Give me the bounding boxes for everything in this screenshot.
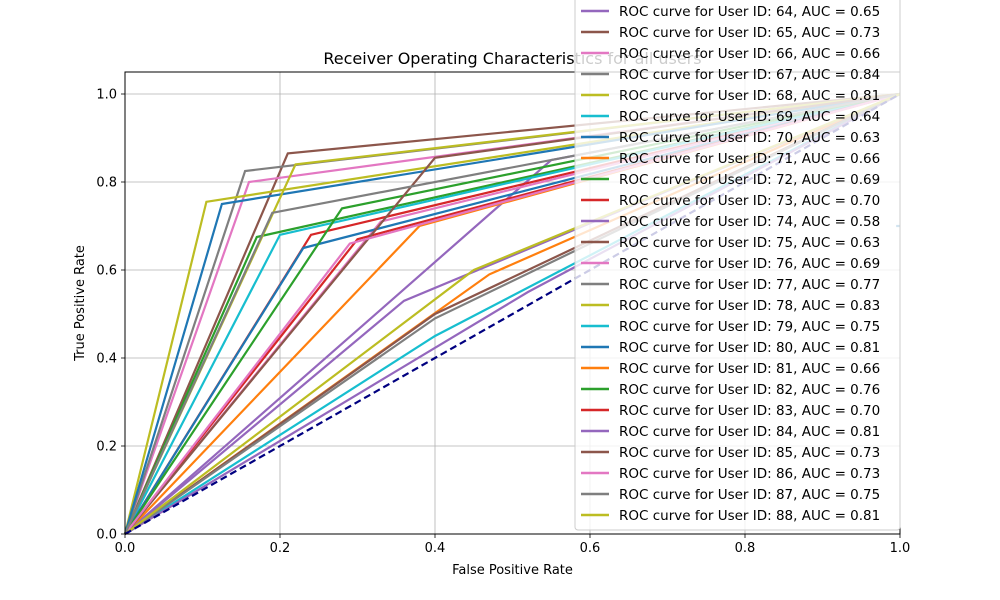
legend-label: ROC curve for User ID: 78, AUC = 0.83 [619,298,880,314]
legend-label: ROC curve for User ID: 75, AUC = 0.63 [619,235,880,251]
legend-label: ROC curve for User ID: 88, AUC = 0.81 [619,508,880,524]
legend-label: ROC curve for User ID: 67, AUC = 0.84 [619,67,880,83]
legend-entry: ROC curve for User ID: 75, AUC = 0.63 [581,235,880,251]
legend-entry: ROC curve for User ID: 65, AUC = 0.73 [581,25,880,41]
legend-entry: ROC curve for User ID: 81, AUC = 0.66 [581,361,880,377]
legend-label: ROC curve for User ID: 65, AUC = 0.73 [619,25,880,41]
legend-label: ROC curve for User ID: 69, AUC = 0.64 [619,109,880,125]
y-tick-label: 0.8 [96,176,117,191]
legend-label: ROC curve for User ID: 87, AUC = 0.75 [619,487,880,503]
legend-entry: ROC curve for User ID: 76, AUC = 0.69 [581,256,880,272]
legend-entry: ROC curve for User ID: 79, AUC = 0.75 [581,319,880,335]
legend-entry: ROC curve for User ID: 88, AUC = 0.81 [581,508,880,524]
legend-label: ROC curve for User ID: 81, AUC = 0.66 [619,361,880,377]
legend-label: ROC curve for User ID: 70, AUC = 0.63 [619,130,880,146]
legend-entry: ROC curve for User ID: 77, AUC = 0.77 [581,277,880,293]
legend-label: ROC curve for User ID: 84, AUC = 0.81 [619,424,880,440]
legend-label: ROC curve for User ID: 76, AUC = 0.69 [619,256,880,272]
legend-box [574,0,901,531]
legend-label: ROC curve for User ID: 72, AUC = 0.69 [619,172,880,188]
legend-entry: ROC curve for User ID: 69, AUC = 0.64 [581,109,880,125]
legend-label: ROC curve for User ID: 80, AUC = 0.81 [619,340,880,356]
legend-label: ROC curve for User ID: 83, AUC = 0.70 [619,403,880,419]
x-tick-label: 0.2 [270,541,291,556]
legend-entry: ROC curve for User ID: 85, AUC = 0.73 [581,445,880,461]
legend-entry: ROC curve for User ID: 84, AUC = 0.81 [581,424,880,440]
x-tick-label: 0.0 [115,541,136,556]
legend-entry: ROC curve for User ID: 64, AUC = 0.65 [581,4,880,20]
y-axis-ticks: 0.0 0.2 0.4 0.6 0.8 1.0 [96,88,125,543]
legend-label: ROC curve for User ID: 71, AUC = 0.66 [619,151,880,167]
legend-label: ROC curve for User ID: 73, AUC = 0.70 [619,193,880,209]
legend-entry: ROC curve for User ID: 70, AUC = 0.63 [581,130,880,146]
legend-entry: ROC curve for User ID: 80, AUC = 0.81 [581,340,880,356]
legend-label: ROC curve for User ID: 74, AUC = 0.58 [619,214,880,230]
x-tick-label: 0.8 [735,541,756,556]
legend-entry: ROC curve for User ID: 73, AUC = 0.70 [581,193,880,209]
legend-entry: ROC curve for User ID: 66, AUC = 0.66 [581,46,880,62]
legend-entry: ROC curve for User ID: 78, AUC = 0.83 [581,298,880,314]
legend-label: ROC curve for User ID: 77, AUC = 0.77 [619,277,880,293]
legend-entry: ROC curve for User ID: 86, AUC = 0.73 [581,466,880,482]
x-axis-label: False Positive Rate [452,563,573,578]
legend-entry: ROC curve for User ID: 87, AUC = 0.75 [581,487,880,503]
legend-label: ROC curve for User ID: 85, AUC = 0.73 [619,445,880,461]
y-tick-label: 0.0 [96,528,117,543]
legend-entry: ROC curve for User ID: 83, AUC = 0.70 [581,403,880,419]
legend-entry: ROC curve for User ID: 82, AUC = 0.76 [581,382,880,398]
x-tick-label: 0.6 [580,541,601,556]
y-tick-label: 0.2 [96,440,117,455]
x-tick-label: 0.4 [425,541,446,556]
legend: ROC curve for User ID: 64, AUC = 0.65 ROC… [574,0,901,531]
legend-label: ROC curve for User ID: 86, AUC = 0.73 [619,466,880,482]
x-tick-label: 1.0 [890,541,911,556]
legend-label: ROC curve for User ID: 66, AUC = 0.66 [619,46,880,62]
y-tick-label: 0.4 [96,352,117,367]
y-tick-label: 1.0 [96,88,117,103]
y-axis-label: True Positive Rate [73,245,88,362]
y-tick-label: 0.6 [96,264,117,279]
legend-label: ROC curve for User ID: 64, AUC = 0.65 [619,4,880,20]
legend-entry: ROC curve for User ID: 68, AUC = 0.81 [581,88,880,104]
legend-entry: ROC curve for User ID: 67, AUC = 0.84 [581,67,880,83]
x-axis-ticks: 0.0 0.2 0.4 0.6 0.8 1.0 [115,534,911,556]
legend-entry: ROC curve for User ID: 71, AUC = 0.66 [581,151,880,167]
legend-label: ROC curve for User ID: 79, AUC = 0.75 [619,319,880,335]
legend-label: ROC curve for User ID: 68, AUC = 0.81 [619,88,880,104]
legend-entry: ROC curve for User ID: 72, AUC = 0.69 [581,172,880,188]
legend-label: ROC curve for User ID: 82, AUC = 0.76 [619,382,880,398]
legend-entry: ROC curve for User ID: 74, AUC = 0.58 [581,214,880,230]
